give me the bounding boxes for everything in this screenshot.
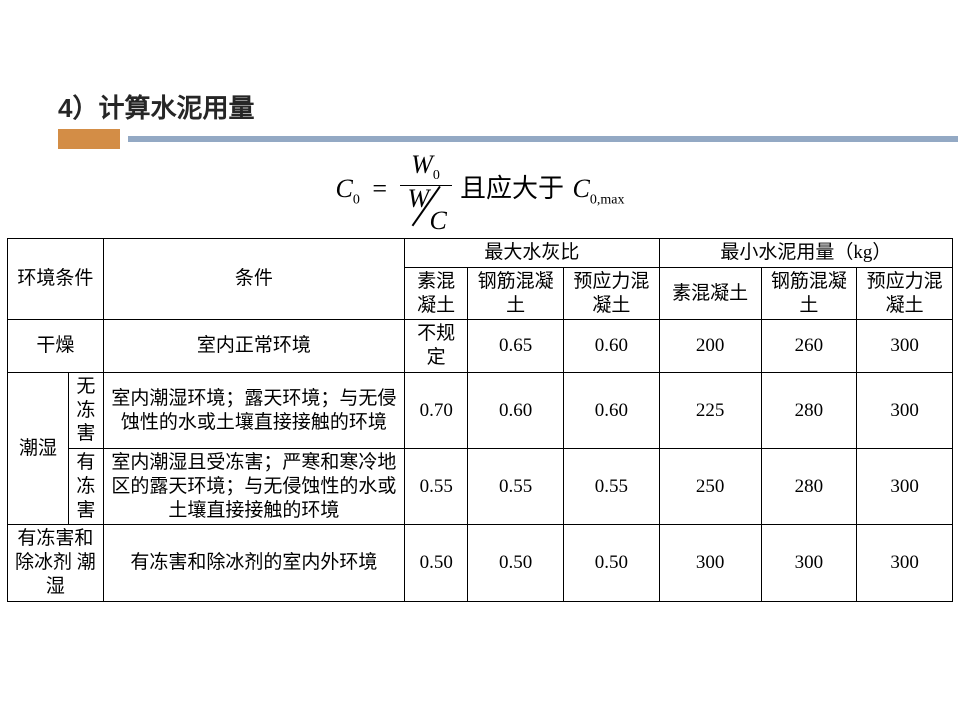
th-sub-4: 钢筋混凝土 [761,267,857,320]
th-group2: 最小水泥用量（kg） [659,239,952,268]
cell-env: 潮湿 [8,372,69,525]
cell-env: 有冻害和除冰剂 潮湿 [8,525,104,601]
th-sub-3: 素混凝土 [659,267,761,320]
formula-lhs-sub: 0 [353,192,360,207]
th-env: 环境条件 [8,239,104,320]
equals-icon: = [372,174,387,203]
formula-rhs-sub: 0,max [590,192,625,207]
cell-val: 225 [659,372,761,448]
cell-val: 300 [857,449,953,525]
accent-row [58,129,960,149]
cell-cond: 室内正常环境 [103,320,404,373]
title-area: 4）计算水泥用量 [0,0,960,138]
th-sub-1: 钢筋混凝土 [468,267,564,320]
cell-val: 0.55 [563,449,659,525]
cell-cond: 室内潮湿环境；露天环境；与无侵蚀性的水或土壤直接接触的环境 [103,372,404,448]
cell-val: 0.60 [468,372,564,448]
cell-val: 0.50 [405,525,468,601]
th-group1: 最大水灰比 [405,239,660,268]
slide: 4）计算水泥用量 C0 = W0 W C 且应大于 C0,max [0,0,960,720]
formula: C0 = W0 W C 且应大于 C0,max [0,152,960,230]
th-sub-5: 预应力混凝土 [857,267,953,320]
cell-val: 300 [761,525,857,601]
th-sub-2: 预应力混凝土 [563,267,659,320]
cell-val: 0.50 [563,525,659,601]
cell-val: 300 [857,320,953,373]
cell-val: 0.55 [468,449,564,525]
cell-val: 250 [659,449,761,525]
cell-val: 0.60 [563,320,659,373]
cell-val: 0.60 [563,372,659,448]
cell-val: 不规定 [405,320,468,373]
cell-val: 280 [761,449,857,525]
cell-val: 300 [857,525,953,601]
cell-val: 0.65 [468,320,564,373]
formula-rhs-var: C [573,174,590,203]
th-sub-0: 素混凝土 [405,267,468,320]
formula-fraction: W0 W C [400,152,452,230]
accent-line [128,136,958,142]
cell-env: 干燥 [8,320,104,373]
cell-val: 0.70 [405,372,468,448]
cell-val: 0.50 [468,525,564,601]
table-row: 有冻害 室内潮湿且受冻害；严寒和寒冷地区的露天环境；与无侵蚀性的水或土壤直接接触… [8,449,953,525]
data-table: 环境条件 条件 最大水灰比 最小水泥用量（kg） 素混凝土 钢筋混凝土 预应力混… [7,238,953,602]
cell-val: 200 [659,320,761,373]
table-row: 干燥 室内正常环境 不规定 0.65 0.60 200 260 300 [8,320,953,373]
table-row: 潮湿 无冻害 室内潮湿环境；露天环境；与无侵蚀性的水或土壤直接接触的环境 0.7… [8,372,953,448]
cell-val: 300 [659,525,761,601]
cell-val: 260 [761,320,857,373]
accent-block [58,129,120,149]
cell-subenv: 无冻害 [69,372,104,448]
formula-text: 且应大于 [460,174,564,203]
cell-val: 0.55 [405,449,468,525]
cell-cond: 室内潮湿且受冻害；严寒和寒冷地区的露天环境；与无侵蚀性的水或土壤直接接触的环境 [103,449,404,525]
cell-val: 280 [761,372,857,448]
th-cond: 条件 [103,239,404,320]
cell-cond: 有冻害和除冰剂的室内外环境 [103,525,404,601]
formula-lhs-var: C [336,174,353,203]
page-title: 4）计算水泥用量 [58,88,960,125]
cell-subenv: 有冻害 [69,449,104,525]
cell-val: 300 [857,372,953,448]
table-row: 有冻害和除冰剂 潮湿 有冻害和除冰剂的室内外环境 0.50 0.50 0.50 … [8,525,953,601]
table-header-row-1: 环境条件 条件 最大水灰比 最小水泥用量（kg） [8,239,953,268]
